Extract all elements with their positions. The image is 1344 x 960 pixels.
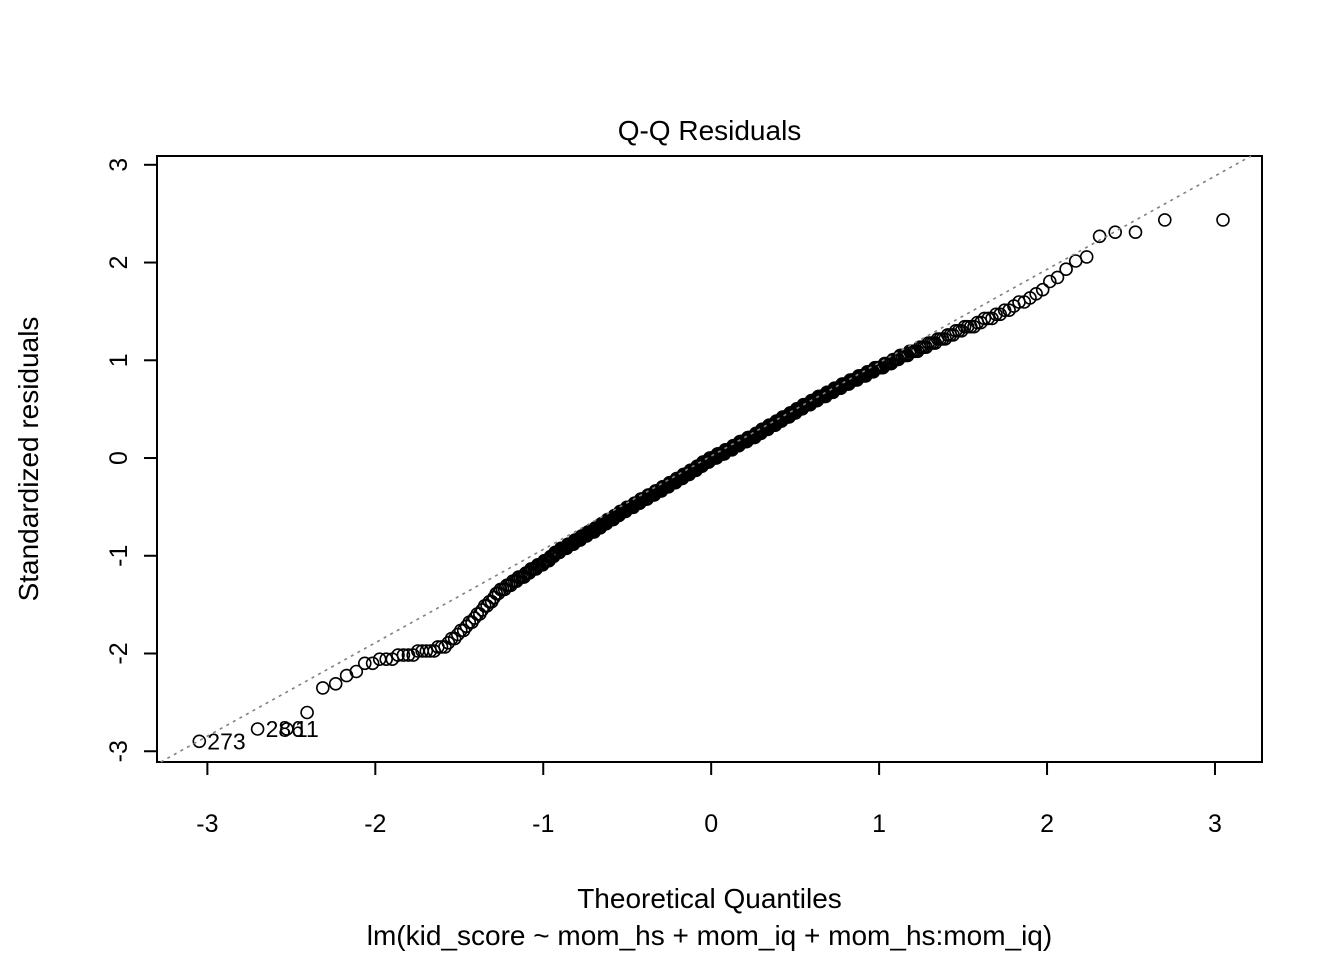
qq-point: [192, 734, 207, 749]
outlier-label-11: 11: [295, 716, 319, 742]
qq-point: [280, 722, 294, 736]
qq-point: [406, 648, 421, 662]
qq-point: [1002, 303, 1016, 318]
plot-title: Q-Q Residuals: [618, 115, 802, 146]
y-tick-label: 3: [105, 158, 133, 172]
qq-point: [1068, 254, 1083, 268]
qq-point: [1158, 213, 1172, 227]
y-tick-label: 2: [105, 256, 133, 270]
x-tick-label: -1: [532, 810, 554, 838]
model-formula-label: lm(kid_score ~ mom_hs + mom_iq + mom_hs:…: [367, 920, 1052, 951]
qq-point: [993, 307, 1008, 322]
qq-point: [989, 307, 1003, 322]
qq-point: [357, 656, 372, 671]
qq-point: [967, 319, 981, 334]
x-tick-label: 2: [1040, 810, 1054, 838]
qq-point: [1043, 274, 1057, 289]
qq-point: [315, 681, 330, 695]
y-tick-label: 0: [105, 451, 133, 465]
qq-point: [1079, 250, 1094, 264]
outlier-label-273: 273: [207, 728, 245, 754]
qq-point: [379, 652, 394, 667]
x-tick-label: -3: [196, 810, 218, 838]
qq-point: [1059, 262, 1073, 277]
y-tick-label: 1: [105, 353, 133, 367]
qq-point: [1128, 225, 1143, 239]
qq-point: [349, 664, 364, 679]
qq-point: [391, 648, 405, 662]
qq-point: [250, 722, 265, 736]
qq-point: [1216, 213, 1230, 227]
y-axis-label: Standardized residuals: [13, 317, 44, 602]
y-tick-label: -1: [105, 545, 133, 567]
qq-point: [985, 311, 999, 326]
qq-point: [1050, 270, 1065, 285]
outlier-label-286: 286: [266, 716, 304, 742]
qq-point: [396, 648, 411, 662]
x-tick-label: 0: [704, 810, 718, 838]
x-tick-label: -2: [364, 810, 386, 838]
qq-point: [1029, 286, 1043, 301]
x-axis-label: Theoretical Quantiles: [577, 883, 842, 914]
qq-point: [328, 676, 343, 691]
qq-point: [434, 640, 449, 654]
x-tick-label: 1: [872, 810, 886, 838]
qq-point: [300, 705, 314, 720]
qq-point: [438, 640, 452, 654]
qq-point: [419, 644, 434, 658]
qq-point: [365, 656, 380, 671]
qq-reference-line: [160, 155, 1252, 763]
qq-point: [981, 311, 996, 326]
qq-point: [977, 311, 992, 326]
y-tick-label: -3: [105, 740, 133, 762]
x-tick-label: 3: [1208, 810, 1222, 838]
qq-point: [1108, 225, 1122, 239]
qq-point: [1035, 282, 1050, 297]
y-tick-label: -2: [105, 642, 133, 664]
